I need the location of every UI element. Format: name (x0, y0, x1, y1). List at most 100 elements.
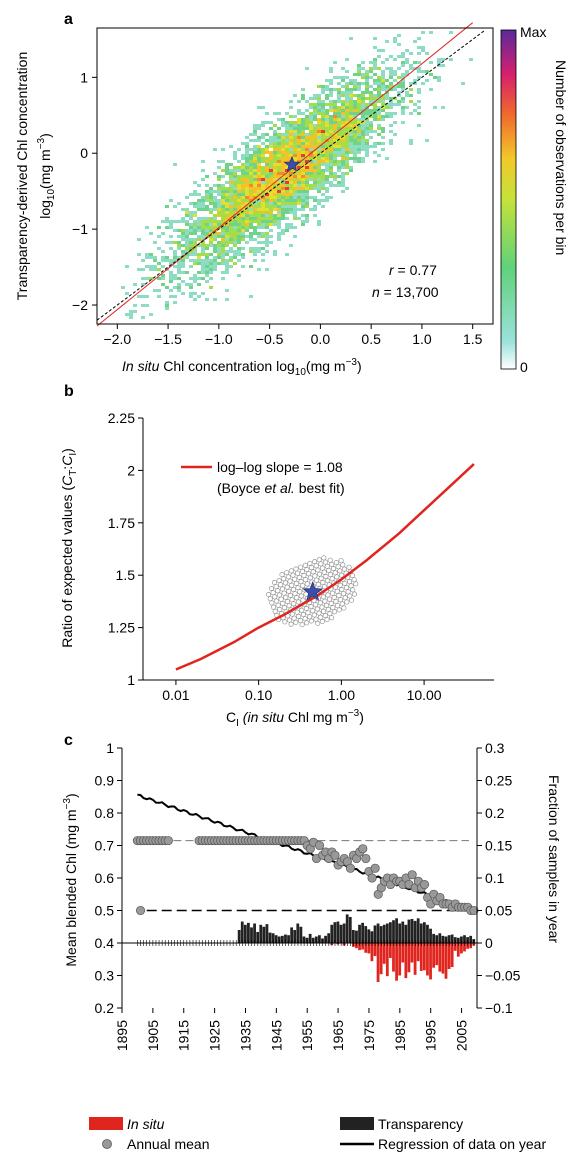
heatmap-cell (337, 100, 341, 103)
heatmap-cell (441, 58, 445, 61)
heatmap-cell (381, 136, 385, 139)
cloud-point (315, 581, 321, 587)
heatmap-cell (353, 130, 357, 133)
heatmap-cell (249, 184, 253, 187)
heatmap-cell (269, 142, 273, 145)
heatmap-cell (257, 136, 261, 139)
heatmap-cell (257, 127, 261, 130)
heatmap-cell (289, 142, 293, 145)
heatmap-cell (173, 259, 177, 262)
heatmap-cell (297, 187, 301, 190)
left-tick-label: 0.6 (95, 870, 115, 886)
heatmap-cell (297, 217, 301, 220)
heatmap-cell (365, 139, 369, 142)
heatmap-cell (261, 181, 265, 184)
heatmap-cell (437, 76, 441, 79)
annual-mean-point (163, 836, 173, 846)
heatmap-cell (317, 151, 321, 154)
heatmap-cell (289, 226, 293, 229)
heatmap-cell (269, 220, 273, 223)
heatmap-cell (365, 103, 369, 106)
heatmap-cell (149, 256, 153, 259)
heatmap-cell (233, 241, 237, 244)
heatmap-cell (297, 193, 301, 196)
heatmap-cell (397, 34, 401, 37)
heatmap-cell (433, 106, 437, 109)
heatmap-cell (245, 190, 249, 193)
heatmap-cell (261, 172, 265, 175)
heatmap-cell (369, 112, 373, 115)
heatmap-cell (273, 214, 277, 217)
heatmap-cell (313, 157, 317, 160)
heatmap-cell (325, 163, 329, 166)
heatmap-cell (237, 217, 241, 220)
heatmap-cell (225, 196, 229, 199)
heatmap-cell (177, 268, 181, 271)
heatmap-cell (257, 247, 261, 250)
heatmap-cell (269, 196, 273, 199)
heatmap-cell (361, 106, 365, 109)
heatmap-cell (213, 148, 217, 151)
heatmap-cell (349, 91, 353, 94)
heatmap-cell (345, 118, 349, 121)
heatmap-cell (261, 121, 265, 124)
heatmap-cell (309, 139, 313, 142)
cloud-point (339, 586, 345, 592)
panel-c-left-axis: 0.20.30.40.50.60.70.80.91 (95, 740, 122, 1016)
heatmap-cell (405, 49, 409, 52)
transparency-bar (293, 930, 297, 943)
heatmap-cell (333, 184, 337, 187)
heatmap-cell (237, 241, 241, 244)
heatmap-cell (405, 70, 409, 73)
heatmap-cell (329, 67, 333, 70)
heatmap-cell (297, 181, 301, 184)
annual-mean-point (135, 905, 146, 916)
left-tick-label: 0.2 (95, 1000, 115, 1016)
heatmap-cell (345, 112, 349, 115)
heatmap-cell (365, 142, 369, 145)
heatmap-cell (277, 142, 281, 145)
heatmap-cell (261, 205, 265, 208)
heatmap-cell (189, 193, 193, 196)
heatmap-cell (253, 154, 257, 157)
heatmap-cell (313, 142, 317, 145)
heatmap-cell (245, 202, 249, 205)
heatmap-cell (273, 148, 277, 151)
heatmap-cell (189, 247, 193, 250)
heatmap-cell (245, 187, 249, 190)
cloud-point (317, 600, 323, 606)
cloud-point (320, 594, 326, 600)
heatmap-cell (257, 205, 261, 208)
heatmap-cell (321, 127, 325, 130)
heatmap-cell (253, 259, 257, 262)
cloud-point (330, 605, 336, 611)
heatmap-cell (241, 238, 245, 241)
cloud-point (325, 606, 331, 612)
transparency-bar (259, 924, 263, 943)
heatmap-cell (265, 211, 269, 214)
heatmap-cell (389, 130, 393, 133)
in-situ-bar (376, 943, 380, 982)
heatmap-cell (189, 229, 193, 232)
cloud-point (307, 575, 313, 581)
heatmap-cell (209, 217, 213, 220)
heatmap-cell (301, 163, 305, 166)
heatmap-cell (385, 79, 389, 82)
heatmap-cell (181, 259, 185, 262)
heatmap-cell (225, 268, 229, 271)
heatmap-cell (333, 106, 337, 109)
heatmap-cell (317, 85, 321, 88)
heatmap-cell (385, 58, 389, 61)
heatmap-cell (201, 292, 205, 295)
heatmap-cell (257, 193, 261, 196)
heatmap-cell (193, 202, 197, 205)
heatmap-cell (197, 277, 201, 280)
heatmap-cell (361, 76, 365, 79)
heatmap-cell (341, 112, 345, 115)
heatmap-cell (253, 226, 257, 229)
heatmap-cell (305, 136, 309, 139)
heatmap-cell (249, 223, 253, 226)
heatmap-cell (273, 193, 277, 196)
heatmap-cell (317, 100, 321, 103)
heatmap-cell (197, 235, 201, 238)
